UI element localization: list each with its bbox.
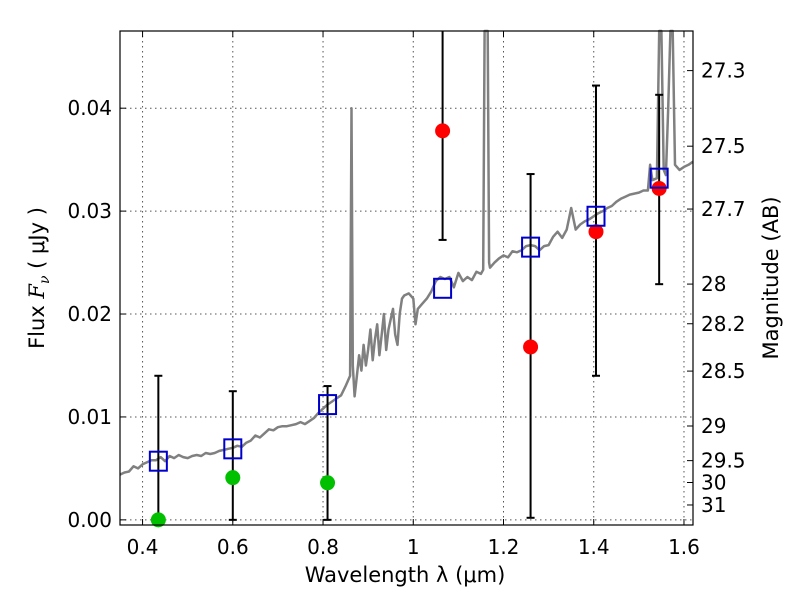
- red-data-point: [523, 339, 539, 355]
- y-axis-label-suffix: ( μJy ): [25, 207, 49, 275]
- green-data-point: [225, 470, 241, 486]
- red-data-point: [435, 123, 451, 139]
- model-band-marker: [433, 277, 453, 299]
- plot-frame: [119, 30, 694, 526]
- model-band-marker: [521, 236, 541, 258]
- x-tick-label: 0.4: [127, 535, 159, 559]
- sed-spectrum-group: [119, 29, 694, 476]
- y2-tick-label: 29: [701, 414, 726, 438]
- y-axis-label-prefix: Flux: [25, 299, 49, 349]
- y2-tick-label: 28.2: [701, 312, 746, 336]
- x-tick-label: 1.4: [578, 535, 610, 559]
- y2-tick-label: 31: [701, 493, 726, 517]
- x-tick-label: 1.2: [488, 535, 520, 559]
- sed-spectrum-line: [119, 29, 694, 476]
- x-tick-label: 1.6: [668, 535, 700, 559]
- data-points-group: [150, 123, 667, 528]
- axes-group: 0.4 0.6 0.8 1 1.2 1.4 1.6 0.00 0.01 0.02 0.03 0.04 2…: [67, 31, 746, 559]
- x-axis-label: Wavelength λ (μm): [305, 563, 506, 587]
- model-band-marker: [223, 438, 243, 460]
- y2-axis-label: Magnitude (AB): [759, 196, 783, 359]
- y-tick-label: 0.01: [67, 405, 112, 429]
- y2-tick-label: 29.5: [701, 449, 746, 473]
- model-band-marker: [649, 167, 669, 189]
- grid: [120, 31, 693, 525]
- model-band-group: [148, 167, 669, 472]
- y-axis-label-subscript: ν: [37, 275, 53, 284]
- y-tick-label: 0.00: [67, 508, 112, 532]
- y2-tick-label: 27.7: [701, 197, 746, 221]
- y2-tick-label: 27.3: [701, 59, 746, 83]
- green-data-point: [320, 475, 336, 491]
- errorbar-group: [154, 31, 664, 521]
- y-axis-label: Flux Fν ( μJy ): [25, 207, 53, 349]
- model-band-marker: [586, 205, 606, 227]
- green-data-point: [150, 512, 166, 528]
- y2-tick-label: 27.5: [701, 134, 746, 158]
- y-axis-label-symbol: F: [25, 283, 49, 300]
- x-tick-label: 1: [407, 535, 420, 559]
- model-band-marker: [148, 450, 168, 472]
- y-tick-label: 0.03: [67, 199, 112, 223]
- y2-tick-label: 30: [701, 470, 726, 494]
- red-data-point: [588, 224, 604, 240]
- y-tick-label: 0.02: [67, 302, 112, 326]
- model-band-marker: [318, 394, 338, 416]
- y2-tick-label: 28: [701, 272, 726, 296]
- y2-tick-label: 28.5: [701, 359, 746, 383]
- y-tick-label: 0.04: [67, 96, 112, 120]
- x-tick-label: 0.6: [217, 535, 249, 559]
- x-tick-label: 0.8: [307, 535, 339, 559]
